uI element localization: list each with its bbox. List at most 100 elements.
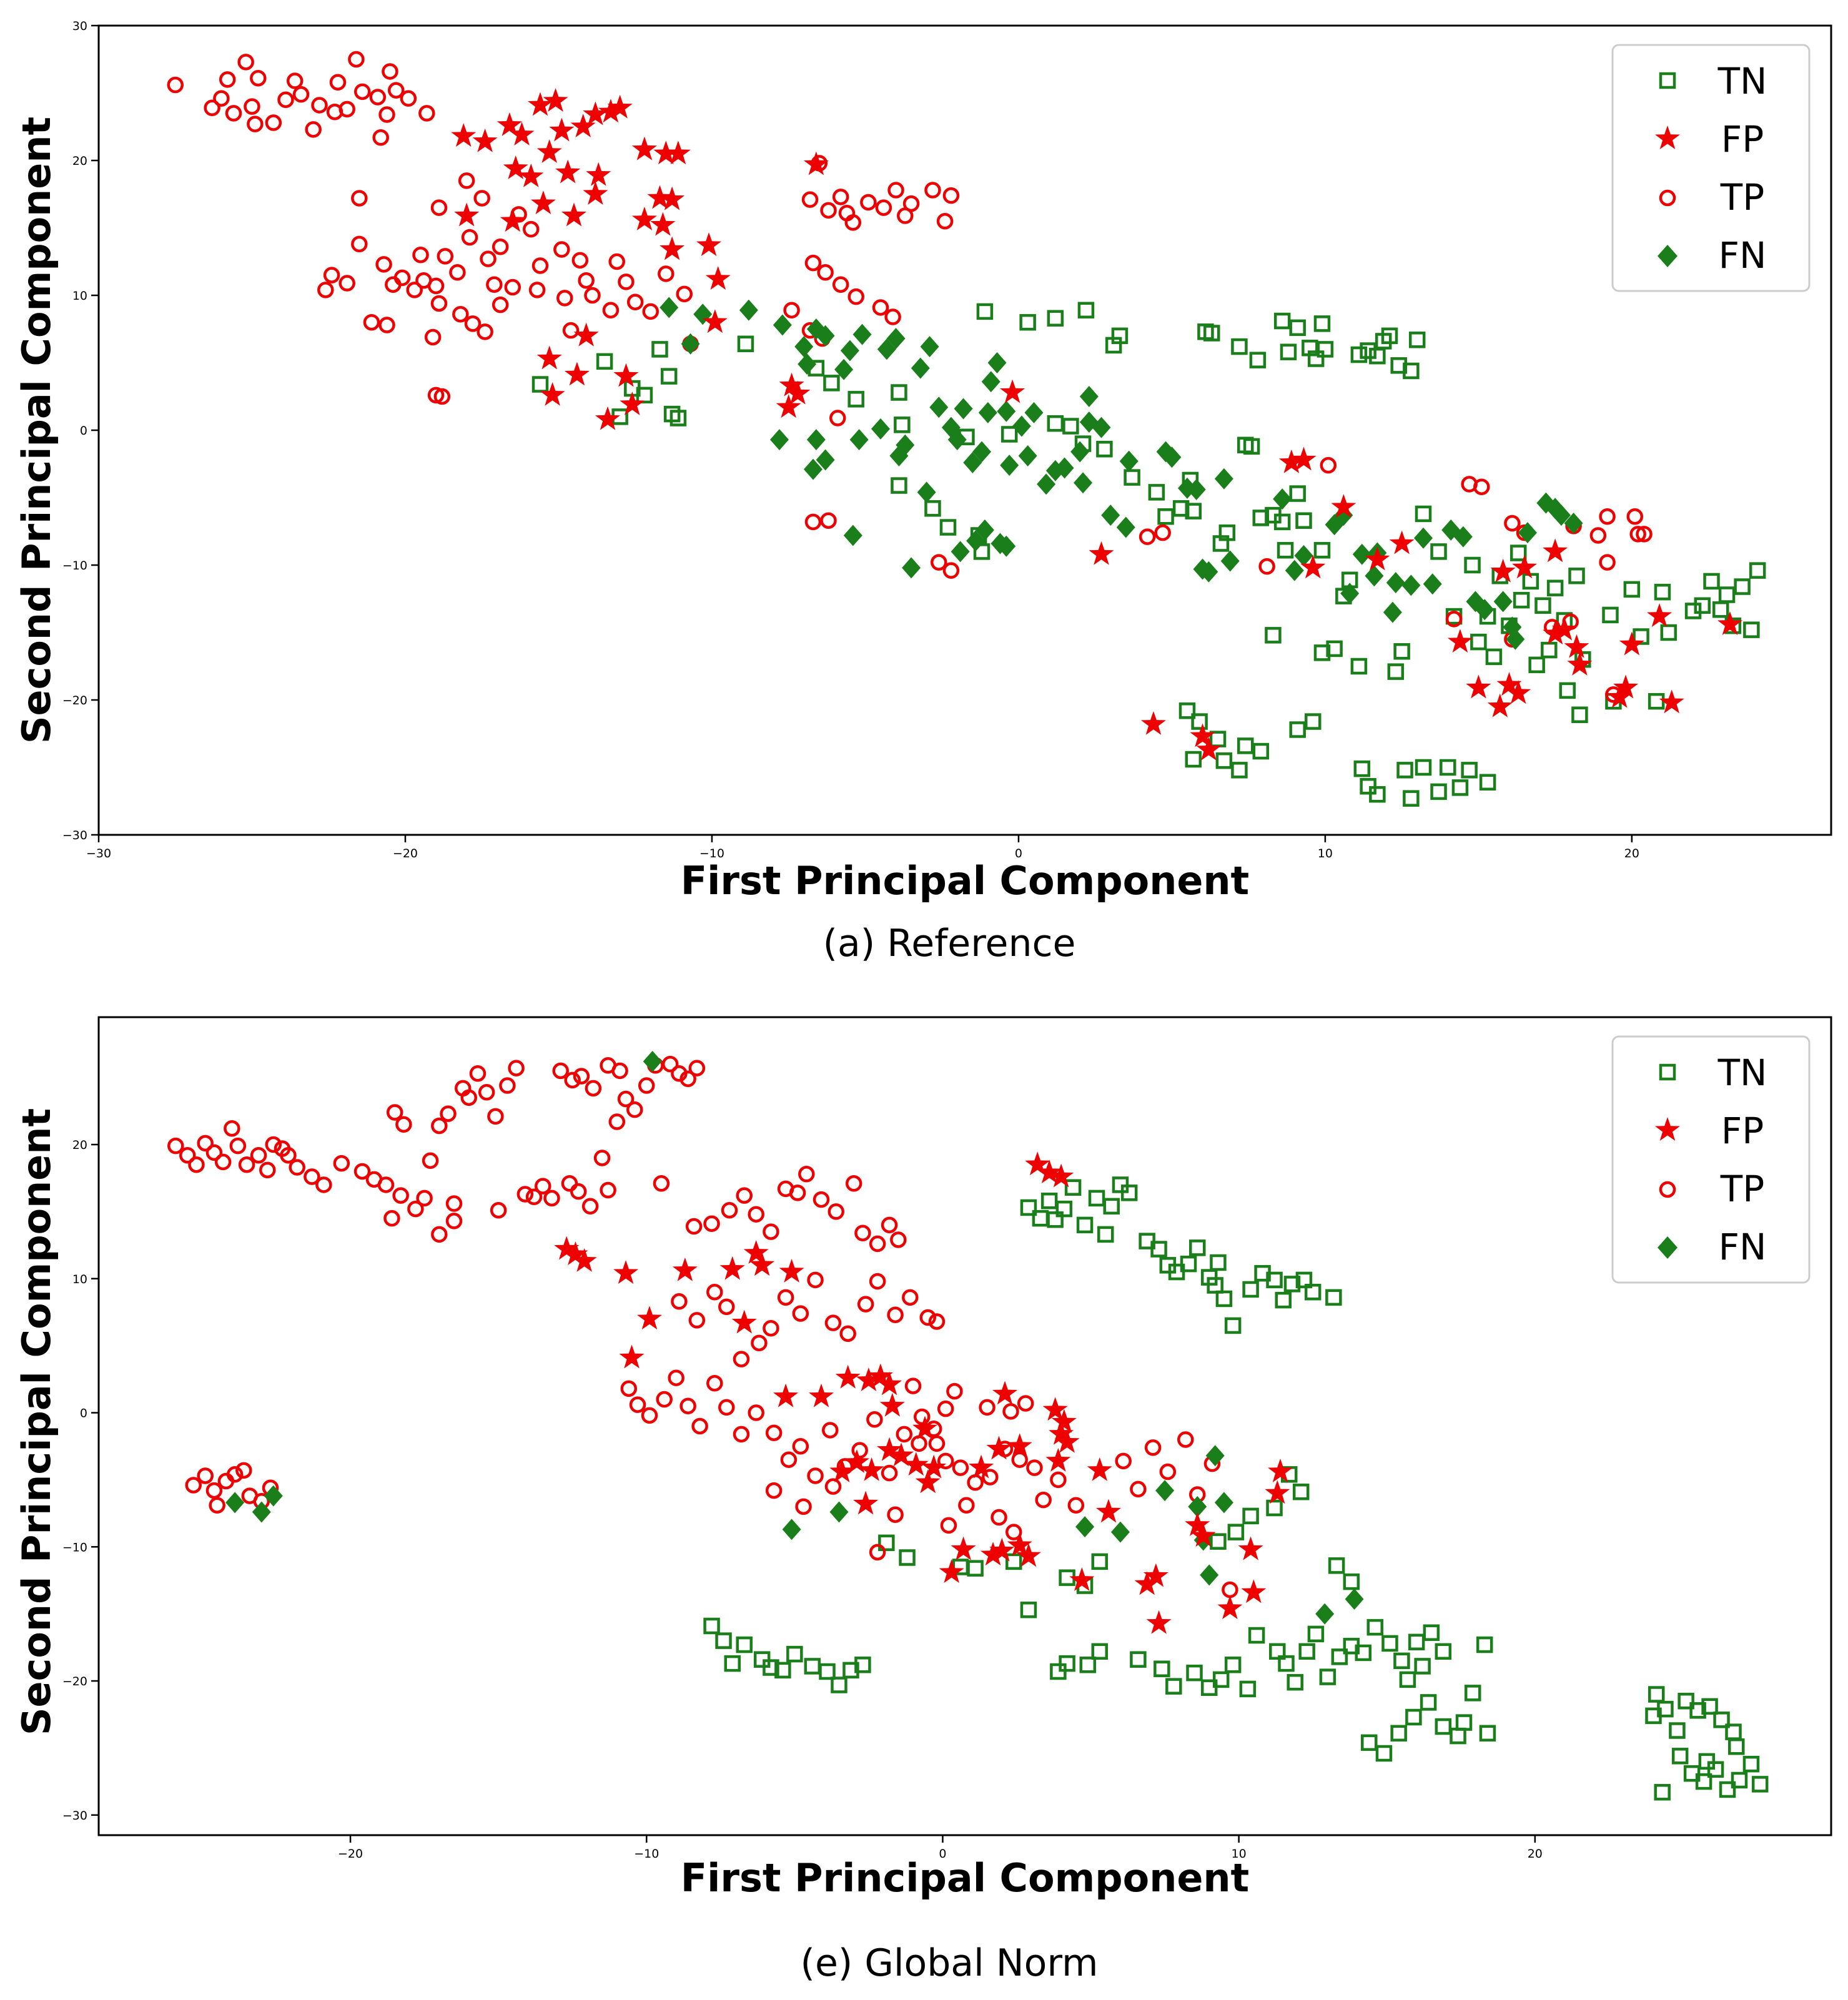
point-tp [584, 287, 601, 304]
point-fn [1414, 527, 1433, 549]
point-fp [543, 87, 568, 112]
point-tp [338, 101, 355, 118]
point-tn [1278, 1655, 1295, 1672]
point-tp [1222, 1581, 1238, 1599]
point-tn [1390, 1725, 1407, 1742]
point-tp [516, 1186, 534, 1203]
point-tn [1292, 1483, 1310, 1500]
point-tp [392, 1187, 409, 1204]
point-fn [886, 328, 906, 350]
point-tp [919, 1309, 936, 1326]
point-tp [1589, 527, 1607, 544]
x-tick-label-e: −10 [634, 1847, 659, 1861]
point-tp [197, 1467, 214, 1484]
point-fp [743, 1239, 769, 1264]
point-fp [705, 266, 731, 290]
point-fp [631, 207, 657, 231]
point-tn [1218, 524, 1236, 541]
legend-tp-marker-e [1659, 1181, 1676, 1198]
point-tn [1103, 1198, 1120, 1215]
point-fn [834, 358, 854, 380]
point-fn [920, 336, 939, 358]
point-tp [329, 74, 347, 91]
legend-e: TN FP TP FN [1611, 1035, 1811, 1284]
point-tp [353, 1163, 371, 1180]
point-fn [1214, 1492, 1233, 1514]
point-tp [626, 293, 644, 311]
point-tp [600, 1181, 616, 1199]
point-tp [618, 273, 635, 290]
point-tp [528, 282, 546, 298]
point-tp [884, 308, 901, 325]
point-fn [981, 371, 1001, 393]
point-fp [451, 123, 477, 147]
point-tn [670, 410, 687, 426]
point-tn [774, 1662, 791, 1679]
legend-fn-label-a: FN [1719, 234, 1767, 277]
point-tn [854, 1657, 871, 1673]
point-fn [225, 1492, 245, 1514]
point-tn [1355, 1644, 1372, 1662]
point-tn [1470, 633, 1487, 651]
point-tp [197, 1135, 214, 1152]
point-tn [1703, 573, 1720, 590]
point-tn [1269, 1643, 1286, 1660]
point-tn [1165, 1678, 1182, 1695]
point-tp [280, 1146, 297, 1164]
point-fn [917, 481, 936, 503]
point-tn [1648, 1686, 1665, 1703]
y-tick-label-a: 0 [80, 424, 87, 438]
point-tn [1289, 721, 1306, 738]
point-tp [235, 1462, 252, 1479]
point-tp [424, 328, 442, 346]
point-tp [383, 1209, 400, 1227]
point-tp [991, 1509, 1007, 1526]
point-fn [1386, 572, 1405, 594]
point-fn [782, 1519, 801, 1540]
point-tp [1115, 1452, 1132, 1470]
point-tn [1451, 779, 1469, 796]
point-tp [626, 1101, 643, 1118]
point-fp [939, 1559, 964, 1584]
point-tn [1423, 1624, 1440, 1641]
point-tn [1210, 1254, 1227, 1271]
point-tn [596, 353, 613, 370]
point-tn [1283, 1276, 1301, 1293]
point-fp [1095, 1499, 1121, 1523]
point-fp [620, 391, 645, 415]
point-fp [454, 202, 480, 227]
point-fn [1383, 601, 1402, 623]
point-tp [458, 172, 475, 189]
point-fn [1401, 574, 1421, 596]
point-fn [1187, 479, 1206, 501]
point-tp [763, 1223, 779, 1240]
point-tn [1742, 1755, 1760, 1773]
point-tp [902, 1289, 919, 1306]
point-tn [1111, 327, 1129, 345]
point-tn [1295, 512, 1312, 529]
point-tp [351, 190, 368, 207]
point-fn [806, 429, 826, 451]
point-tp [860, 194, 877, 211]
x-tick-label-a: 0 [1015, 847, 1022, 860]
point-tn [1224, 1317, 1242, 1334]
axis-ticks-a: −30 −20 −10 0 10 20 −30 −20 −10 0 10 20 30 [62, 19, 1639, 860]
point-fn [1453, 526, 1473, 548]
point-fn [1493, 591, 1513, 613]
point-tp [688, 1060, 706, 1076]
point-tn [1440, 759, 1456, 776]
point-tn [1249, 352, 1267, 368]
point-tn [1096, 440, 1113, 458]
point-tn [1513, 591, 1530, 609]
point-tn [1154, 1660, 1170, 1677]
point-tn [1273, 312, 1291, 330]
point-tp [679, 1070, 696, 1088]
point-tn [724, 1655, 741, 1672]
point-tp [351, 235, 368, 253]
point-tp [556, 290, 573, 307]
point-fp [809, 1383, 834, 1407]
point-tn [1172, 500, 1190, 517]
point-fn [978, 401, 997, 423]
point-tn [1047, 310, 1064, 327]
point-tp [323, 267, 340, 283]
